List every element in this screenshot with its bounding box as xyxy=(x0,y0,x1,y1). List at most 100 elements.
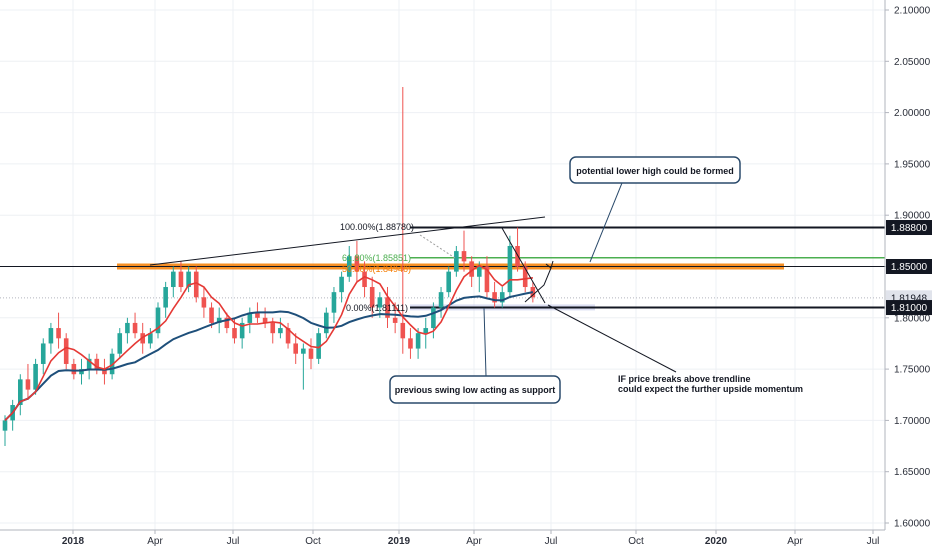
x-tick-label: Apr xyxy=(147,536,163,547)
x-tick-label: 2020 xyxy=(705,536,728,547)
candle-body xyxy=(377,297,383,308)
rising-trendline xyxy=(149,216,546,266)
candle-body xyxy=(79,369,84,375)
fib-label-618: 61.80%(1.85851) xyxy=(342,253,411,263)
x-tick-label: 2019 xyxy=(388,536,411,547)
callout-lower-high[interactable]: potential lower high could be formed xyxy=(569,156,741,184)
y-tick-label: 1.75000 xyxy=(894,365,931,376)
candle-body xyxy=(415,333,421,349)
ma-slow xyxy=(4,291,534,422)
candle-body xyxy=(232,328,237,339)
candle-body xyxy=(469,261,474,277)
breakout-arrow-head xyxy=(545,260,554,269)
candle-body xyxy=(193,271,199,298)
y-tick-label: 2.05000 xyxy=(894,57,931,68)
candle-body xyxy=(431,307,436,329)
candle-body xyxy=(209,307,214,323)
candle-body xyxy=(48,328,54,344)
y-tick-label: 1.90000 xyxy=(894,211,931,222)
candle-body xyxy=(278,328,283,334)
fib-label-100: 100.00%(1.88780) xyxy=(340,222,414,232)
candle-body xyxy=(507,245,513,293)
price-label-text: 1.88800 xyxy=(891,223,928,234)
candle-body xyxy=(423,328,429,334)
callout-box xyxy=(389,375,561,404)
candle-body xyxy=(63,338,69,364)
candle-body xyxy=(362,271,367,288)
candle-body xyxy=(255,312,260,318)
x-tick-label: Jul xyxy=(545,536,558,547)
candle-body xyxy=(492,292,497,303)
note-breakout-line2: could expect the further upside momentum xyxy=(618,384,803,394)
candle-body xyxy=(18,379,23,406)
x-tick-label: Jul xyxy=(867,536,880,547)
price-label-box xyxy=(886,300,932,316)
x-tick-label: Jul xyxy=(227,536,240,547)
callout-box xyxy=(569,156,741,184)
candle-body xyxy=(324,312,329,334)
note-pointer xyxy=(547,304,677,373)
candle-body xyxy=(148,333,153,344)
callout-pointer xyxy=(589,182,623,263)
candle-body xyxy=(163,287,168,308)
callout-lower-high-text: potential lower high could be formed xyxy=(576,166,734,176)
candle-body xyxy=(454,251,459,272)
moving-averages xyxy=(4,264,534,422)
candle-body xyxy=(71,363,77,375)
candle-body xyxy=(224,317,230,329)
candle-body xyxy=(339,276,344,293)
price-label-text: 1.81948 xyxy=(891,293,928,304)
candle-body xyxy=(56,328,61,339)
candle-body xyxy=(178,271,184,288)
fib-label-50: 50.00%(1.84946) xyxy=(342,264,411,274)
y-tick-label: 1.65000 xyxy=(894,467,931,478)
candle-body xyxy=(102,369,107,375)
breakout-arrow xyxy=(524,267,552,303)
candle-body xyxy=(499,292,505,303)
candle-body xyxy=(186,271,191,288)
candle-body xyxy=(385,297,390,318)
candle-body xyxy=(262,317,268,323)
candle-body xyxy=(331,292,337,313)
candle-body xyxy=(171,271,176,288)
ma-fast xyxy=(4,264,534,421)
candle-body xyxy=(201,297,207,308)
callout-swing-low-text: previous swing low acting as support xyxy=(395,385,556,395)
candle-body xyxy=(438,292,444,308)
candle-body xyxy=(346,256,352,277)
y-tick-label: 1.60000 xyxy=(894,519,931,530)
candle-body xyxy=(408,338,413,349)
candle-body xyxy=(125,322,130,334)
candle-body xyxy=(461,251,467,262)
callout-swing-low[interactable]: previous swing low acting as support xyxy=(389,375,561,404)
candle-body xyxy=(86,358,92,370)
price-label-box xyxy=(886,220,932,236)
y-tick-label: 1.95000 xyxy=(894,159,931,170)
candle-body xyxy=(400,322,406,339)
x-tick-label: Oct xyxy=(305,536,321,547)
drawings xyxy=(149,182,677,377)
y-tick-label: 2.10000 xyxy=(894,6,931,17)
candle-body xyxy=(132,322,138,334)
candle-body xyxy=(484,266,490,293)
y-tick-label: 1.70000 xyxy=(894,416,931,427)
candle-body xyxy=(239,322,245,339)
candle-body xyxy=(392,317,398,323)
price-label-text: 1.85000 xyxy=(891,262,928,273)
x-axis[interactable]: 2018 Apr Jul Oct 2019 Apr Jul Oct 2020 Apr Jul xyxy=(62,530,880,547)
candle-body xyxy=(117,333,123,354)
candle-body xyxy=(308,348,314,359)
fib-connector xyxy=(419,234,456,259)
fib-label-0: 0.00%(1.81111) xyxy=(346,303,408,313)
candle-body xyxy=(316,333,321,359)
y-tick-label: 2.00000 xyxy=(894,108,931,119)
x-tick-label: Apr xyxy=(466,536,482,547)
candle-body xyxy=(515,245,520,267)
candle-body xyxy=(155,307,161,334)
note-breakout-line1: IF price breaks above trendline xyxy=(618,374,751,384)
candle-body xyxy=(94,358,100,370)
candle-body xyxy=(446,271,451,293)
